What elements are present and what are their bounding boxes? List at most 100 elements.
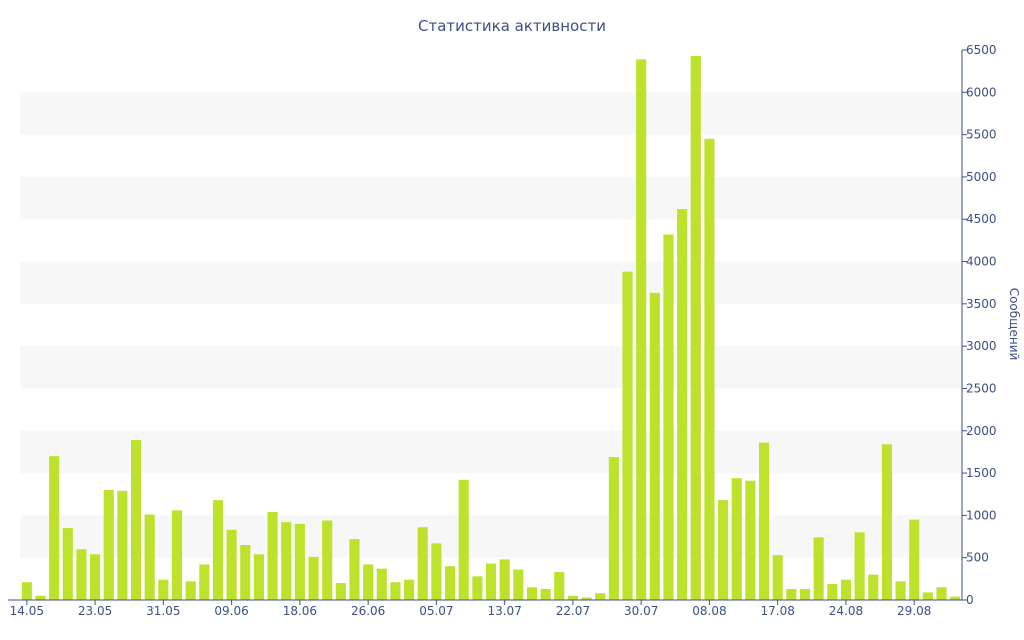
- y-tick-label: 0: [966, 593, 974, 607]
- bar[interactable]: [363, 564, 374, 600]
- bar[interactable]: [745, 480, 756, 600]
- bar[interactable]: [171, 510, 183, 600]
- bar[interactable]: [950, 596, 961, 600]
- x-tick-label: 05.07: [419, 604, 453, 618]
- y-tick-label: 1000: [966, 508, 997, 522]
- bar[interactable]: [854, 532, 865, 600]
- x-axis-ticks: 14.05 23.05 31.05 09.06 18.06 26.06 05.07 13.07…: [10, 600, 931, 618]
- bar[interactable]: [199, 564, 210, 600]
- bar[interactable]: [827, 583, 838, 600]
- x-tick-label: 26.06: [351, 604, 385, 618]
- bar[interactable]: [567, 595, 578, 600]
- bar[interactable]: [267, 512, 278, 600]
- bar[interactable]: [158, 579, 169, 600]
- x-tick-label: 08.08: [692, 604, 726, 618]
- bar[interactable]: [21, 582, 32, 600]
- bar[interactable]: [704, 138, 715, 600]
- x-tick-label: 22.07: [556, 604, 590, 618]
- bar[interactable]: [458, 479, 469, 600]
- x-tick-label: 31.05: [146, 604, 180, 618]
- bar[interactable]: [909, 519, 920, 600]
- bar[interactable]: [308, 556, 319, 600]
- y-tick-label: 500: [966, 551, 989, 565]
- bar[interactable]: [253, 554, 264, 600]
- bar[interactable]: [390, 582, 401, 600]
- bar[interactable]: [130, 440, 142, 600]
- bar[interactable]: [444, 566, 456, 600]
- bar[interactable]: [117, 490, 128, 600]
- bar[interactable]: [226, 529, 237, 600]
- bar[interactable]: [895, 581, 906, 600]
- bar[interactable]: [35, 595, 46, 600]
- bar[interactable]: [690, 55, 701, 600]
- bars-group: [21, 55, 961, 601]
- bar[interactable]: [472, 576, 483, 600]
- y-tick-label: 2500: [966, 381, 997, 395]
- y-tick-label: 3000: [966, 339, 997, 353]
- bar[interactable]: [608, 457, 619, 600]
- bar[interactable]: [922, 592, 933, 600]
- bar[interactable]: [49, 456, 60, 600]
- bar[interactable]: [758, 442, 770, 600]
- bar[interactable]: [677, 209, 688, 601]
- y-tick-label: 5500: [966, 128, 997, 142]
- bar[interactable]: [595, 593, 606, 600]
- x-tick-label: 29.08: [897, 604, 931, 618]
- bar[interactable]: [322, 520, 333, 600]
- x-tick-label: 17.08: [761, 604, 795, 618]
- y-tick-label: 1500: [966, 466, 997, 480]
- bar[interactable]: [513, 569, 524, 600]
- bar[interactable]: [294, 523, 305, 600]
- bar[interactable]: [813, 537, 824, 600]
- bar[interactable]: [881, 444, 892, 600]
- bar[interactable]: [936, 587, 947, 600]
- bar[interactable]: [540, 589, 551, 600]
- bar[interactable]: [554, 572, 565, 600]
- bar[interactable]: [786, 589, 797, 600]
- bar[interactable]: [103, 490, 114, 600]
- y-tick-label: 3500: [966, 297, 997, 311]
- bar[interactable]: [731, 478, 742, 600]
- bar[interactable]: [718, 500, 729, 600]
- bar[interactable]: [526, 587, 538, 600]
- x-tick-label: 24.08: [829, 604, 863, 618]
- bar[interactable]: [868, 574, 879, 600]
- y-tick-label: 5000: [966, 170, 997, 184]
- bar[interactable]: [212, 500, 224, 600]
- grid-band: [20, 346, 962, 389]
- bar[interactable]: [349, 539, 360, 600]
- x-tick-label: 30.07: [624, 604, 658, 618]
- bar[interactable]: [417, 527, 428, 600]
- bar[interactable]: [636, 59, 647, 601]
- bar[interactable]: [840, 579, 852, 600]
- x-tick-label: 13.07: [487, 604, 521, 618]
- bar[interactable]: [281, 522, 292, 600]
- bar[interactable]: [404, 579, 415, 600]
- bar[interactable]: [663, 234, 674, 600]
- bar[interactable]: [649, 292, 660, 600]
- x-tick-label: 09.06: [214, 604, 248, 618]
- grid-band: [20, 430, 962, 474]
- y-tick-label: 4000: [966, 255, 997, 269]
- y-tick-label: 2000: [966, 424, 997, 438]
- bar[interactable]: [581, 597, 592, 600]
- x-tick-label: 14.05: [10, 604, 44, 618]
- bar[interactable]: [622, 271, 633, 600]
- y-axis-ticks: 0 500 1000 1500 2000 2500 3000 3500 4000 4500 5000…: [962, 43, 997, 607]
- bar[interactable]: [76, 549, 87, 600]
- bar[interactable]: [772, 555, 783, 600]
- bar[interactable]: [185, 581, 196, 600]
- bar[interactable]: [240, 545, 251, 600]
- bar[interactable]: [335, 583, 346, 600]
- bar[interactable]: [144, 514, 155, 600]
- bar[interactable]: [90, 554, 101, 600]
- bar[interactable]: [431, 543, 442, 600]
- grid-band: [20, 176, 962, 220]
- bar[interactable]: [799, 589, 811, 600]
- chart-title: Статистика активности: [418, 17, 606, 35]
- bar[interactable]: [499, 559, 510, 600]
- bar[interactable]: [376, 568, 387, 600]
- bar[interactable]: [485, 563, 497, 600]
- bar[interactable]: [62, 528, 73, 600]
